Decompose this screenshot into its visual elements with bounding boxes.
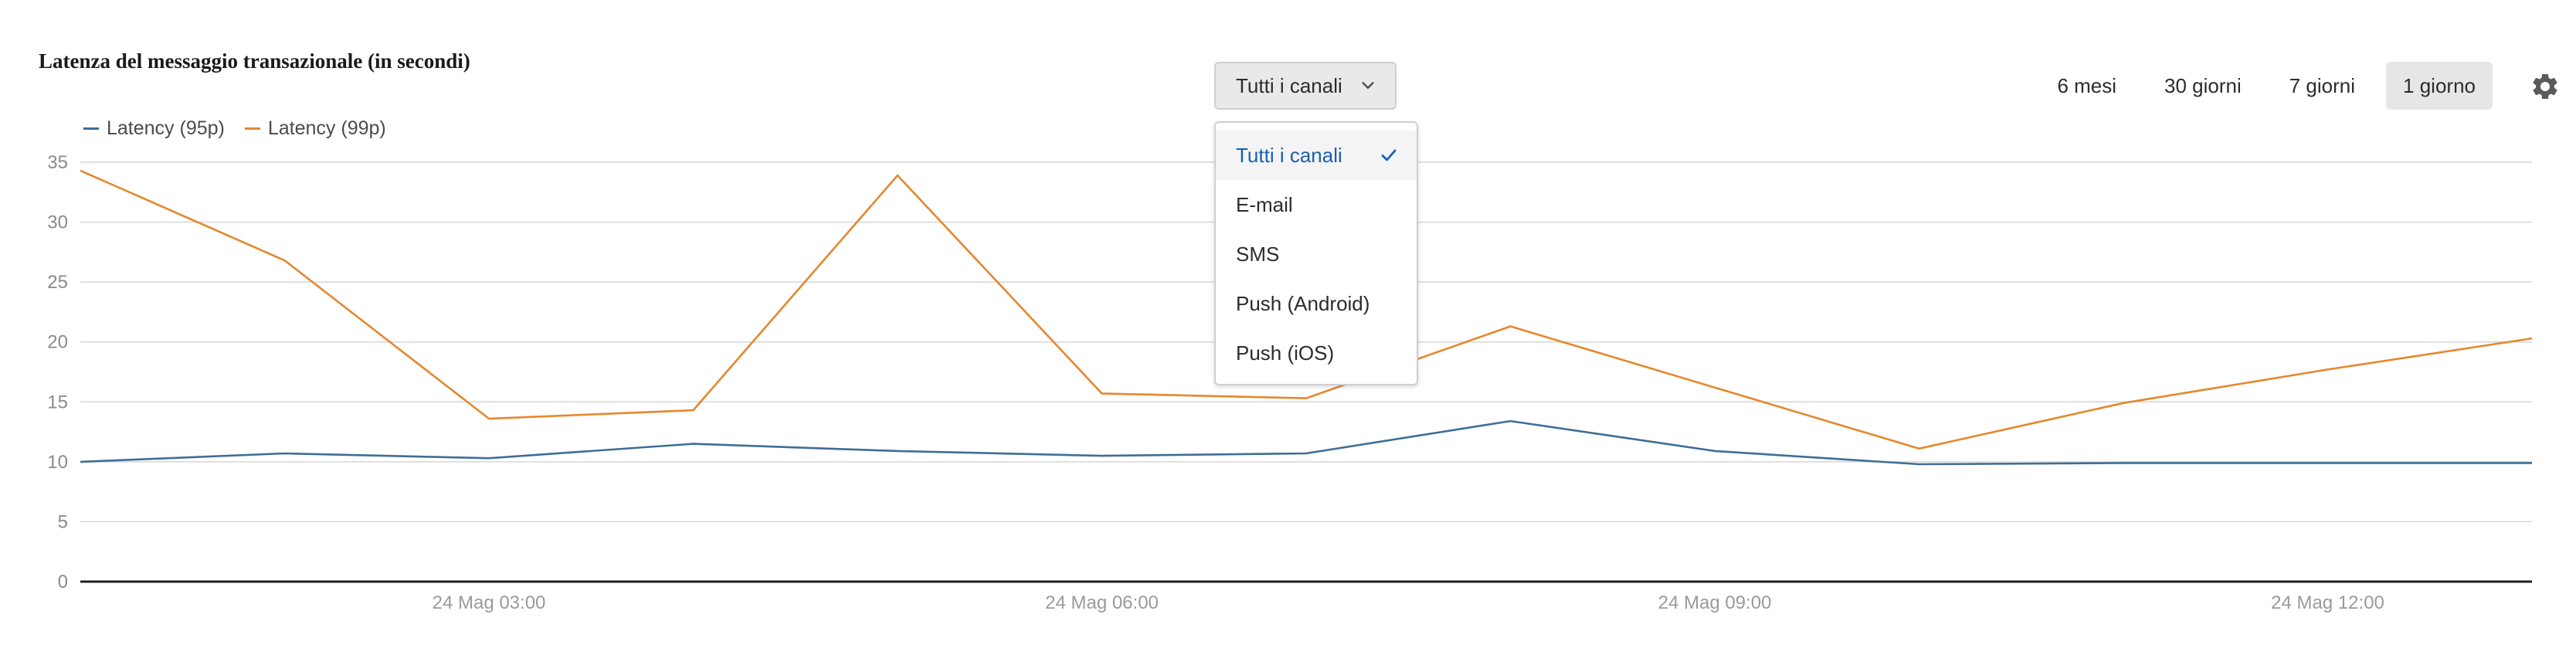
dropdown-item-push-android[interactable]: Push (Android) bbox=[1216, 279, 1417, 328]
chevron-down-icon bbox=[1362, 82, 1374, 89]
dropdown-item-push-ios[interactable]: Push (iOS) bbox=[1216, 328, 1417, 378]
range-button-1-giorno[interactable]: 1 giorno bbox=[2386, 62, 2493, 110]
x-tick-label: 24 Mag 03:00 bbox=[433, 592, 546, 613]
chart-legend: Latency (95p) Latency (99p) bbox=[83, 117, 386, 140]
dropdown-item-label: Tutti i canali bbox=[1236, 143, 1342, 167]
legend-label-p95: Latency (95p) bbox=[107, 117, 225, 139]
range-button-6-mesi[interactable]: 6 mesi bbox=[2057, 73, 2117, 97]
dropdown-item-tutti-i-canali[interactable]: Tutti i canali bbox=[1216, 131, 1417, 180]
y-tick-label: 0 bbox=[58, 572, 68, 592]
legend-swatch-p99 bbox=[244, 127, 260, 130]
y-tick-label: 5 bbox=[58, 511, 68, 532]
legend-item-p99[interactable]: Latency (99p) bbox=[244, 117, 386, 140]
y-tick-label: 30 bbox=[47, 212, 68, 233]
dropdown-item-email[interactable]: E-mail bbox=[1216, 180, 1417, 229]
x-tick-label: 24 Mag 09:00 bbox=[1658, 592, 1772, 613]
x-tick-label: 24 Mag 06:00 bbox=[1045, 592, 1159, 613]
dropdown-item-label: SMS bbox=[1236, 242, 1280, 266]
y-tick-label: 15 bbox=[47, 392, 68, 412]
check-icon bbox=[1381, 149, 1397, 161]
y-tick-label: 10 bbox=[47, 452, 68, 473]
y-tick-label: 35 bbox=[47, 152, 68, 173]
gear-icon[interactable] bbox=[2530, 71, 2561, 102]
channel-dropdown-menu: Tutti i canali E-mail SMS Push (Android)… bbox=[1214, 121, 1418, 385]
dropdown-item-sms[interactable]: SMS bbox=[1216, 229, 1417, 279]
dropdown-item-label: Push (Android) bbox=[1236, 291, 1370, 315]
chart-title: Latenza del messaggio transazionale (in … bbox=[39, 49, 470, 73]
legend-swatch-p95 bbox=[83, 127, 99, 130]
legend-item-p95[interactable]: Latency (95p) bbox=[83, 117, 225, 140]
x-tick-label: 24 Mag 12:00 bbox=[2271, 592, 2384, 613]
series-line-p95 bbox=[80, 419, 2532, 466]
range-button-30-giorni[interactable]: 30 giorni bbox=[2164, 73, 2242, 97]
dropdown-item-label: E-mail bbox=[1236, 192, 1293, 216]
channel-selector-button[interactable]: Tutti i canali bbox=[1214, 62, 1397, 110]
time-range-selector: 6 mesi 30 giorni 7 giorni 1 giorno bbox=[2040, 62, 2493, 110]
channel-selector-label: Tutti i canali bbox=[1236, 73, 1342, 97]
legend-label-p99: Latency (99p) bbox=[267, 117, 386, 139]
dropdown-item-label: Push (iOS) bbox=[1236, 341, 1335, 365]
y-tick-label: 20 bbox=[47, 332, 68, 353]
y-tick-label: 25 bbox=[47, 272, 68, 293]
range-button-7-giorni[interactable]: 7 giorni bbox=[2289, 73, 2356, 97]
